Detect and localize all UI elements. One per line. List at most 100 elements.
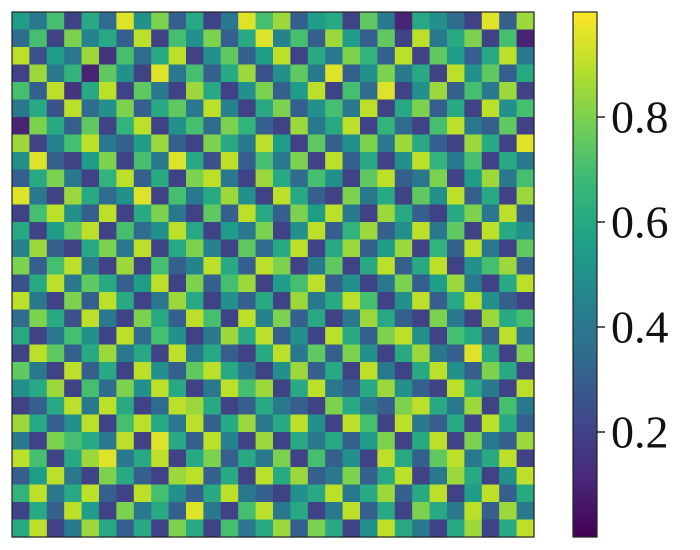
heatmap-cell bbox=[220, 467, 239, 486]
heatmap-cell bbox=[325, 344, 344, 363]
heatmap-cell bbox=[464, 344, 483, 363]
heatmap-cell bbox=[412, 117, 431, 136]
heatmap-cell bbox=[342, 99, 361, 118]
heatmap-cell bbox=[133, 484, 152, 503]
heatmap-cell bbox=[151, 152, 170, 171]
heatmap-cell bbox=[516, 82, 535, 101]
heatmap-cell bbox=[99, 82, 117, 101]
heatmap-cell bbox=[499, 29, 518, 48]
heatmap-cell bbox=[64, 397, 83, 416]
heatmap-cell bbox=[273, 47, 291, 66]
heatmap-cell bbox=[325, 362, 344, 381]
heatmap-cell bbox=[64, 379, 83, 398]
heatmap-cell bbox=[220, 64, 239, 83]
heatmap-cell bbox=[342, 152, 361, 171]
heatmap-cell bbox=[499, 397, 518, 416]
heatmap-cell bbox=[220, 432, 239, 451]
heatmap-cell bbox=[186, 397, 204, 416]
heatmap-cell bbox=[64, 467, 83, 486]
heatmap-cell bbox=[307, 47, 326, 66]
heatmap-cell bbox=[64, 222, 83, 241]
heatmap-cell bbox=[273, 467, 291, 486]
heatmap-cell bbox=[151, 257, 170, 276]
heatmap-cell bbox=[360, 327, 378, 346]
heatmap-cell bbox=[325, 117, 344, 136]
heatmap-cell bbox=[394, 117, 413, 136]
heatmap-cell bbox=[238, 274, 257, 293]
heatmap-cell bbox=[481, 484, 500, 503]
heatmap-cell bbox=[116, 134, 135, 153]
heatmap-cell bbox=[220, 29, 239, 48]
heatmap-cell bbox=[29, 204, 48, 223]
heatmap-cell bbox=[203, 397, 222, 416]
heatmap-cell bbox=[394, 309, 413, 328]
heatmap-cell bbox=[481, 397, 500, 416]
heatmap-cell bbox=[238, 309, 257, 328]
heatmap-cell bbox=[307, 274, 326, 293]
heatmap-cell bbox=[99, 502, 117, 521]
heatmap-cell bbox=[429, 327, 448, 346]
heatmap-cell bbox=[499, 379, 518, 398]
heatmap-cell bbox=[516, 152, 535, 171]
heatmap-cell bbox=[220, 292, 239, 311]
heatmap-cell bbox=[516, 502, 535, 521]
heatmap-cell bbox=[220, 379, 239, 398]
heatmap-cell bbox=[64, 117, 83, 136]
heatmap-cell bbox=[394, 152, 413, 171]
heatmap-cell bbox=[99, 29, 117, 48]
heatmap-cell bbox=[360, 292, 378, 311]
heatmap-cell bbox=[255, 222, 274, 241]
heatmap-cell bbox=[290, 309, 309, 328]
heatmap-cell bbox=[447, 222, 465, 241]
heatmap-cell bbox=[325, 257, 344, 276]
heatmap-cell bbox=[29, 257, 48, 276]
heatmap-cell bbox=[46, 239, 65, 258]
heatmap-cell bbox=[429, 344, 448, 363]
heatmap-cell bbox=[342, 47, 361, 66]
heatmap-cell bbox=[394, 502, 413, 521]
heatmap-cell bbox=[12, 204, 30, 223]
heatmap-cell bbox=[116, 502, 135, 521]
heatmap-cell bbox=[99, 12, 117, 31]
heatmap-cell bbox=[377, 344, 396, 363]
heatmap-cell bbox=[325, 204, 344, 223]
heatmap-cell bbox=[516, 432, 535, 451]
heatmap-cell bbox=[447, 99, 465, 118]
heatmap-cell bbox=[220, 239, 239, 258]
heatmap-cell bbox=[360, 29, 378, 48]
heatmap-cell bbox=[499, 187, 518, 206]
heatmap-cell bbox=[29, 222, 48, 241]
heatmap-cell bbox=[307, 257, 326, 276]
heatmap-cell bbox=[307, 379, 326, 398]
heatmap-cell bbox=[81, 204, 100, 223]
heatmap-cell bbox=[238, 152, 257, 171]
heatmap-cell bbox=[447, 152, 465, 171]
heatmap-cell bbox=[342, 414, 361, 433]
heatmap-cell bbox=[325, 99, 344, 118]
heatmap-cell bbox=[377, 484, 396, 503]
heatmap-cell bbox=[290, 467, 309, 486]
heatmap-cell bbox=[64, 327, 83, 346]
heatmap-cell bbox=[447, 12, 465, 31]
heatmap-cell bbox=[238, 169, 257, 188]
heatmap-cell bbox=[429, 414, 448, 433]
heatmap-cell bbox=[499, 414, 518, 433]
heatmap-cell bbox=[203, 449, 222, 468]
heatmap-cell bbox=[168, 309, 187, 328]
heatmap-cell bbox=[464, 222, 483, 241]
heatmap-cell bbox=[203, 82, 222, 101]
heatmap-cell bbox=[325, 29, 344, 48]
heatmap-cell bbox=[116, 414, 135, 433]
heatmap-cell bbox=[116, 99, 135, 118]
heatmap-cell bbox=[81, 414, 100, 433]
heatmap-cell bbox=[360, 12, 378, 31]
heatmap-cell bbox=[133, 274, 152, 293]
heatmap-cell bbox=[133, 82, 152, 101]
heatmap-cell bbox=[499, 274, 518, 293]
heatmap-cell bbox=[290, 82, 309, 101]
heatmap-cell bbox=[429, 379, 448, 398]
heatmap-cell bbox=[481, 327, 500, 346]
heatmap-cell bbox=[412, 99, 431, 118]
heatmap-cell bbox=[412, 379, 431, 398]
heatmap-cell bbox=[481, 257, 500, 276]
